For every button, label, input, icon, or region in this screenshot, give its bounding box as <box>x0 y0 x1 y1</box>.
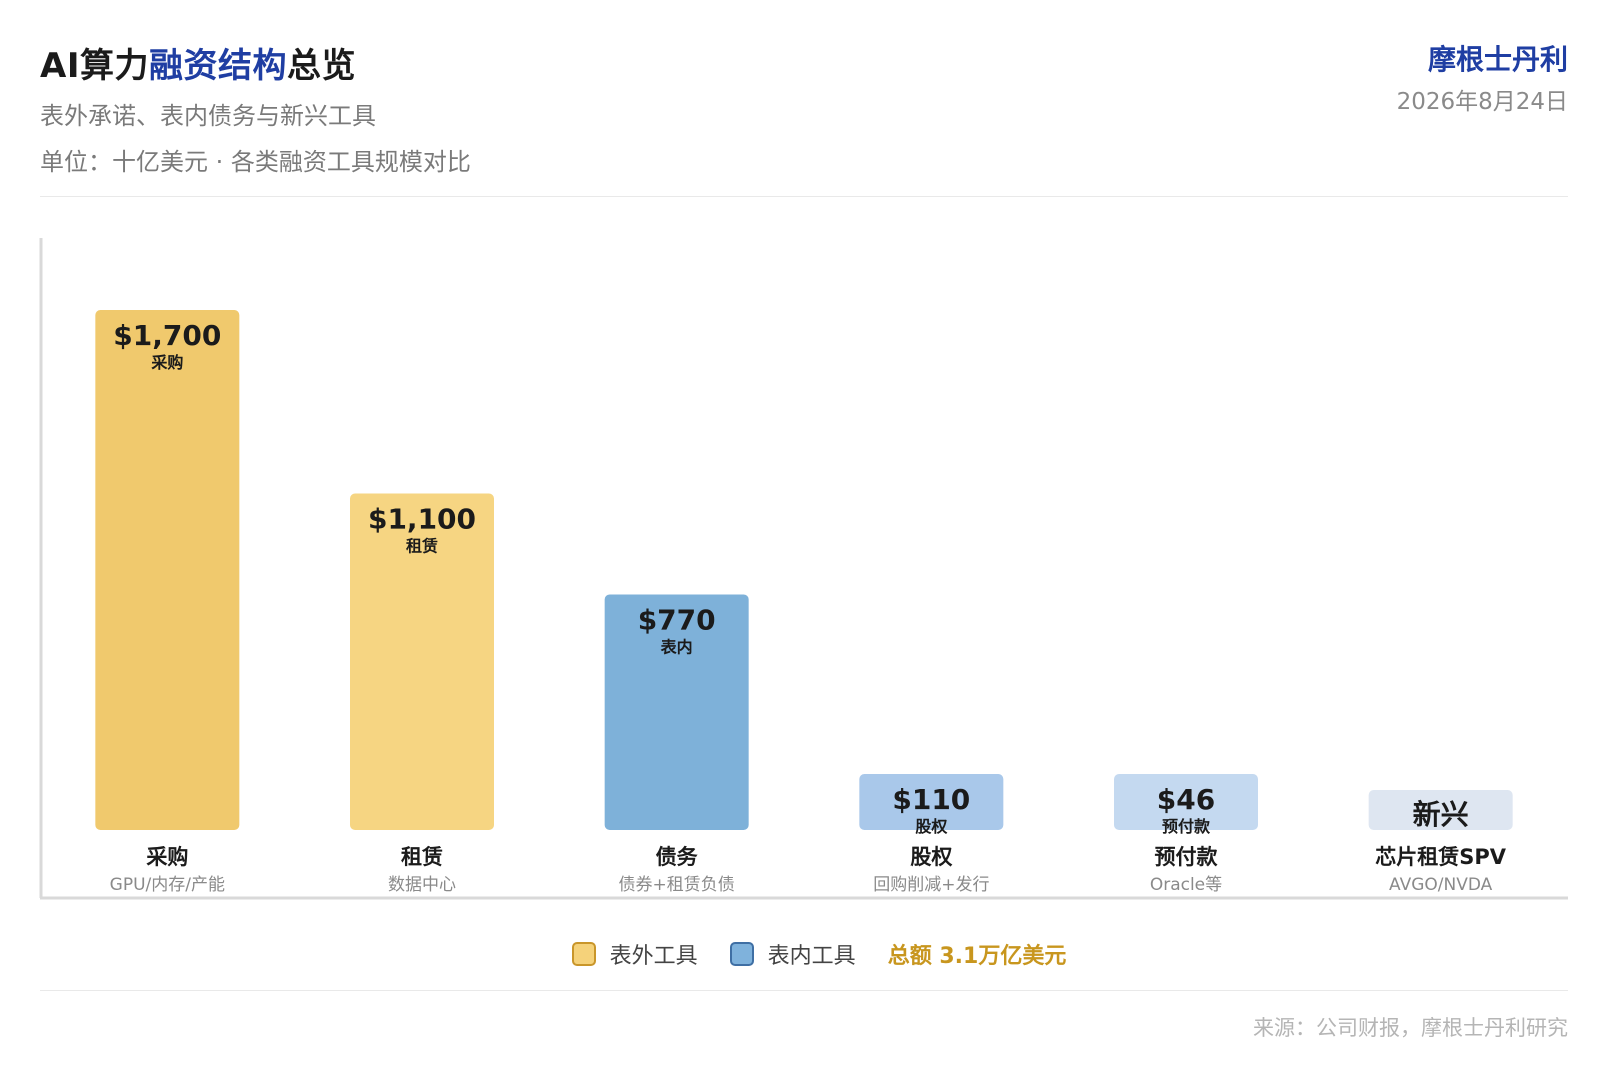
legend-item-on-balance: 表内工具 <box>729 938 856 970</box>
chart-subtitle: 表外承诺、表内债务与新兴工具 <box>40 102 376 130</box>
bar-4 <box>1114 774 1258 830</box>
bar-value-label-4: $46 <box>1157 783 1215 816</box>
title-highlight: 融资结构 <box>148 46 287 86</box>
category-label-3: 股权 <box>910 845 952 869</box>
header-divider <box>40 196 1568 197</box>
legend-item-off-balance: 表外工具 <box>571 938 698 970</box>
category-sublabel-0: GPU/内存/产能 <box>110 875 225 895</box>
category-sublabel-1: 数据中心 <box>388 875 456 895</box>
footer-divider <box>40 990 1568 991</box>
bar-chart: $1,700采购采购GPU/内存/产能$1,100租赁租赁数据中心$770表内债… <box>39 238 1568 900</box>
legend-total: 总额 3.1万亿美元 <box>887 944 1067 969</box>
brand-name: 摩根士丹利 <box>1427 43 1568 76</box>
bar-0 <box>95 310 240 830</box>
legend-swatch-off-balance <box>571 942 596 966</box>
bar-value-label-0: $1,700 <box>113 319 221 352</box>
bar-tag-3: 股权 <box>915 817 948 836</box>
legend-swatch-on-balance <box>729 942 754 966</box>
category-label-1: 租赁 <box>401 845 443 869</box>
category-sublabel-4: Oracle等 <box>1150 875 1222 895</box>
title-prefix: AI算力 <box>40 46 149 86</box>
category-sublabel-2: 债券+租赁负债 <box>619 875 735 895</box>
bar-tag-0: 采购 <box>150 353 183 372</box>
chart-title: AI算力融资结构总览 <box>40 38 356 87</box>
source-note: 来源：公司财报，摩根士丹利研究 <box>1253 1016 1568 1040</box>
unit-line: 单位：十亿美元 · 各类融资工具规模对比 <box>40 148 471 176</box>
report-date: 2026年8月24日 <box>1396 89 1568 115</box>
bar-1 <box>350 493 494 830</box>
category-label-4: 预付款 <box>1155 845 1219 869</box>
bar-value-label-1: $1,100 <box>368 503 476 536</box>
bar-3 <box>859 774 1004 830</box>
chart-legend: 表外工具 表内工具 总额 3.1万亿美元 <box>0 938 1622 970</box>
bar-tag-1: 租赁 <box>406 537 438 556</box>
category-label-2: 债务 <box>656 845 699 869</box>
bar-tag-2: 表内 <box>660 637 693 656</box>
legend-label-on-balance: 表内工具 <box>767 944 856 969</box>
bar-value-label-2: $770 <box>638 603 716 636</box>
bar-tag-4: 预付款 <box>1162 817 1211 836</box>
bar-2 <box>604 594 749 830</box>
bar-5 <box>1368 790 1513 830</box>
legend-label-off-balance: 表外工具 <box>609 944 698 969</box>
bar-value-label-3: $110 <box>892 783 970 816</box>
category-label-0: 采购 <box>146 845 188 869</box>
bar-value-label-5: 新兴 <box>1413 798 1469 831</box>
category-label-5: 芯片租赁SPV <box>1375 845 1507 869</box>
category-sublabel-3: 回购削减+发行 <box>873 875 989 895</box>
title-suffix: 总览 <box>286 46 356 86</box>
category-sublabel-5: AVGO/NVDA <box>1389 875 1493 895</box>
